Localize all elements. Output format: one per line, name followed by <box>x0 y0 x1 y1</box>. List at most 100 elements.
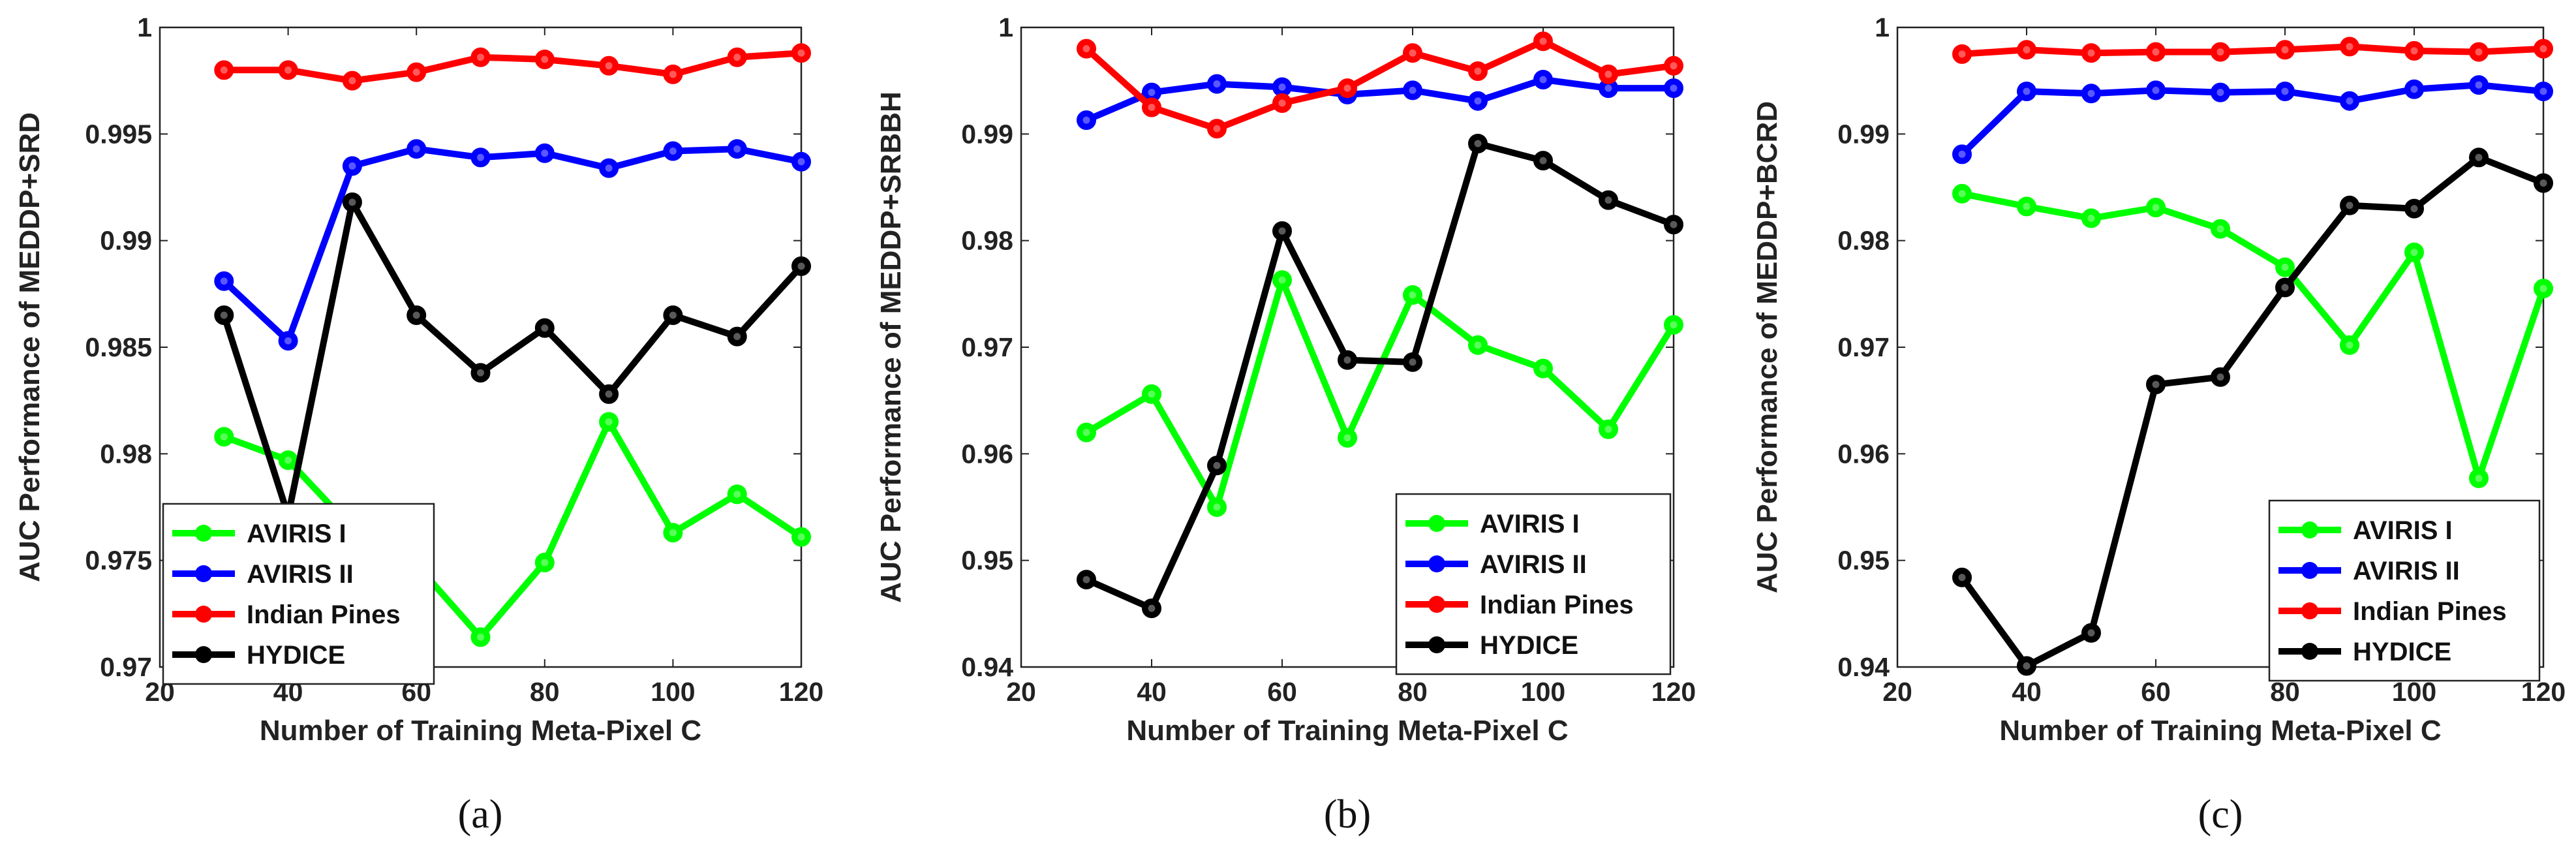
data-point <box>1077 39 1096 59</box>
legend-label: HYDICE <box>247 641 345 670</box>
data-point <box>727 326 747 347</box>
data-point-highlight <box>1409 358 1417 366</box>
data-point-highlight <box>220 277 228 285</box>
y-tick-label: 0.96 <box>961 439 1013 469</box>
data-point <box>727 47 747 67</box>
data-point <box>2211 82 2230 102</box>
y-tick-label: 1 <box>998 12 1013 42</box>
legend-label: Indian Pines <box>2353 597 2507 626</box>
x-tick-label: 20 <box>1882 677 1912 707</box>
data-point <box>2404 198 2424 219</box>
data-point-highlight <box>220 433 228 441</box>
data-point <box>2211 367 2230 387</box>
data-point <box>342 192 362 212</box>
y-tick-label: 0.995 <box>85 119 152 149</box>
legend-label: AVIRIS I <box>2353 516 2453 545</box>
legend-label: AVIRIS II <box>247 560 354 589</box>
legend-item: HYDICE <box>2278 638 2451 666</box>
data-point <box>2340 335 2359 355</box>
legend: AVIRIS I AVIRIS II Indian Pines HYDICE <box>162 503 435 685</box>
series-line <box>1959 43 2547 57</box>
data-point-highlight <box>797 49 805 57</box>
data-point <box>663 64 683 84</box>
data-point-highlight <box>2023 87 2031 95</box>
data-point-highlight <box>1670 221 1678 228</box>
x-tick-label: 60 <box>2141 677 2171 707</box>
data-point <box>2469 42 2489 62</box>
data-point-highlight <box>1082 45 1090 53</box>
data-point <box>1599 190 1618 210</box>
data-point-highlight <box>797 533 805 541</box>
data-point-highlight <box>2410 47 2418 55</box>
legend-swatch-marker <box>2301 521 2318 538</box>
legend-swatch-marker <box>2301 602 2318 619</box>
data-point-highlight <box>2410 249 2418 256</box>
panel-label: (b) <box>1324 792 1371 837</box>
data-point-highlight <box>2346 202 2354 209</box>
data-point <box>2146 80 2166 101</box>
legend-swatch-marker <box>195 606 212 623</box>
x-tick-label: 40 <box>1137 677 1167 707</box>
data-point <box>2534 82 2553 101</box>
data-point <box>342 70 362 91</box>
data-point-highlight <box>477 633 484 641</box>
data-point <box>1403 352 1422 372</box>
data-point <box>1468 91 1488 111</box>
data-point <box>2146 42 2166 62</box>
x-tick-label: 100 <box>2392 677 2436 707</box>
data-point <box>214 60 234 80</box>
data-point-highlight <box>733 145 741 153</box>
data-point-highlight <box>1278 227 1286 235</box>
data-point-highlight <box>541 324 549 332</box>
x-tick-label: 80 <box>530 677 560 707</box>
x-tick-label: 40 <box>2012 677 2042 707</box>
series-line <box>1083 140 1677 612</box>
data-point <box>1207 74 1227 94</box>
y-tick-label: 0.98 <box>961 226 1013 256</box>
y-axis-label: AUC Performance of MEDDP+SRBBH <box>875 91 907 603</box>
data-point <box>1403 285 1422 305</box>
data-point <box>470 47 491 67</box>
legend-swatch-marker <box>2301 562 2318 579</box>
data-point <box>2275 257 2295 277</box>
data-point <box>470 363 491 383</box>
data-point <box>1142 598 1161 619</box>
data-point-highlight <box>477 369 484 377</box>
data-point-highlight <box>733 54 741 61</box>
series-aviris-i <box>1077 270 1683 517</box>
data-point <box>1664 78 1683 99</box>
legend-label: Indian Pines <box>1480 591 1634 619</box>
x-axis-label: Number of Training Meta-Pixel C <box>1126 715 1568 747</box>
legend-swatch-marker <box>195 525 212 542</box>
data-point-highlight <box>2410 205 2418 213</box>
data-point-highlight <box>1958 50 1966 58</box>
chart-panel-3: 20 40 60 80 100 120 0.94 0.95 0.96 0.97 0.98 0.99 1 N… <box>1751 12 2566 837</box>
y-tick-label: 0.95 <box>961 546 1013 576</box>
data-point <box>1533 31 1553 52</box>
data-point-highlight <box>2281 46 2289 54</box>
data-point <box>2146 375 2166 395</box>
data-point <box>1533 358 1553 379</box>
data-point-highlight <box>412 145 420 153</box>
data-point-highlight <box>2539 285 2547 292</box>
data-point-highlight <box>1213 503 1221 511</box>
legend-item: AVIRIS II <box>1405 550 1587 579</box>
data-point <box>1272 270 1292 290</box>
data-point-highlight <box>1343 84 1351 92</box>
data-point <box>1599 419 1618 439</box>
data-point <box>2534 173 2553 193</box>
data-point-highlight <box>733 490 741 498</box>
y-tick-label: 0.94 <box>961 652 1013 682</box>
data-point <box>791 151 811 172</box>
data-point-highlight <box>605 62 613 70</box>
data-point-highlight <box>284 66 292 74</box>
data-point-highlight <box>2152 380 2160 388</box>
data-point-highlight <box>1409 291 1417 299</box>
data-point <box>1077 110 1096 131</box>
x-tick-label: 100 <box>651 677 695 707</box>
data-point <box>2081 623 2101 643</box>
data-point <box>599 158 619 178</box>
data-point <box>342 156 362 176</box>
data-point <box>1338 427 1357 448</box>
